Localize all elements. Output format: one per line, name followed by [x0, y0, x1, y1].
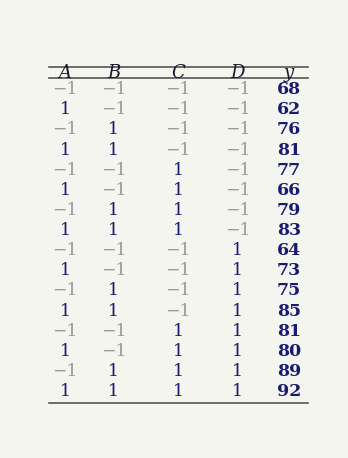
Text: 75: 75: [277, 283, 301, 300]
Text: 1: 1: [173, 162, 184, 179]
Text: 1: 1: [173, 182, 184, 199]
Text: 1: 1: [232, 242, 243, 259]
Text: −1: −1: [225, 121, 251, 138]
Text: −1: −1: [52, 81, 78, 98]
Text: −1: −1: [52, 323, 78, 340]
Text: −1: −1: [225, 222, 251, 239]
Text: B: B: [107, 64, 120, 82]
Text: 81: 81: [277, 323, 301, 340]
Text: 1: 1: [173, 202, 184, 219]
Text: 92: 92: [277, 383, 301, 400]
Text: 83: 83: [277, 222, 301, 239]
Text: −1: −1: [225, 142, 251, 158]
Text: 1: 1: [108, 222, 119, 239]
Text: −1: −1: [101, 323, 126, 340]
Text: 1: 1: [232, 363, 243, 380]
Text: 77: 77: [277, 162, 301, 179]
Text: −1: −1: [225, 101, 251, 118]
Text: −1: −1: [52, 202, 78, 219]
Text: 1: 1: [60, 222, 71, 239]
Text: −1: −1: [101, 101, 126, 118]
Text: 1: 1: [108, 363, 119, 380]
Text: −1: −1: [225, 202, 251, 219]
Text: 1: 1: [108, 142, 119, 158]
Text: 1: 1: [173, 383, 184, 400]
Text: 1: 1: [173, 323, 184, 340]
Text: −1: −1: [101, 162, 126, 179]
Text: 1: 1: [108, 202, 119, 219]
Text: 1: 1: [60, 303, 71, 320]
Text: 79: 79: [277, 202, 301, 219]
Text: 80: 80: [277, 343, 301, 360]
Text: 64: 64: [277, 242, 301, 259]
Text: 81: 81: [277, 142, 301, 158]
Text: −1: −1: [52, 283, 78, 300]
Text: 1: 1: [232, 323, 243, 340]
Text: 1: 1: [232, 262, 243, 279]
Text: −1: −1: [52, 121, 78, 138]
Text: 1: 1: [108, 121, 119, 138]
Text: −1: −1: [166, 101, 191, 118]
Text: −1: −1: [101, 262, 126, 279]
Text: −1: −1: [166, 283, 191, 300]
Text: 1: 1: [60, 343, 71, 360]
Text: −1: −1: [52, 162, 78, 179]
Text: 85: 85: [277, 303, 301, 320]
Text: −1: −1: [101, 81, 126, 98]
Text: 1: 1: [60, 142, 71, 158]
Text: 1: 1: [232, 283, 243, 300]
Text: 1: 1: [173, 222, 184, 239]
Text: −1: −1: [52, 242, 78, 259]
Text: 1: 1: [173, 363, 184, 380]
Text: −1: −1: [225, 162, 251, 179]
Text: 1: 1: [60, 262, 71, 279]
Text: −1: −1: [166, 262, 191, 279]
Text: −1: −1: [52, 363, 78, 380]
Text: −1: −1: [101, 242, 126, 259]
Text: C: C: [172, 64, 185, 82]
Text: 1: 1: [232, 303, 243, 320]
Text: 1: 1: [232, 383, 243, 400]
Text: 1: 1: [108, 383, 119, 400]
Text: 1: 1: [232, 343, 243, 360]
Text: −1: −1: [166, 81, 191, 98]
Text: 66: 66: [277, 182, 301, 199]
Text: −1: −1: [166, 303, 191, 320]
Text: −1: −1: [166, 242, 191, 259]
Text: 1: 1: [60, 101, 71, 118]
Text: D: D: [230, 64, 245, 82]
Text: 1: 1: [108, 303, 119, 320]
Text: 1: 1: [60, 182, 71, 199]
Text: −1: −1: [225, 81, 251, 98]
Text: −1: −1: [225, 182, 251, 199]
Text: −1: −1: [166, 142, 191, 158]
Text: 89: 89: [277, 363, 301, 380]
Text: −1: −1: [101, 182, 126, 199]
Text: 1: 1: [60, 383, 71, 400]
Text: 76: 76: [277, 121, 301, 138]
Text: −1: −1: [101, 343, 126, 360]
Text: 62: 62: [277, 101, 301, 118]
Text: 1: 1: [108, 283, 119, 300]
Text: −1: −1: [166, 121, 191, 138]
Text: y: y: [284, 64, 294, 82]
Text: 1: 1: [173, 343, 184, 360]
Text: 73: 73: [277, 262, 301, 279]
Text: A: A: [58, 64, 72, 82]
Text: 68: 68: [277, 81, 301, 98]
